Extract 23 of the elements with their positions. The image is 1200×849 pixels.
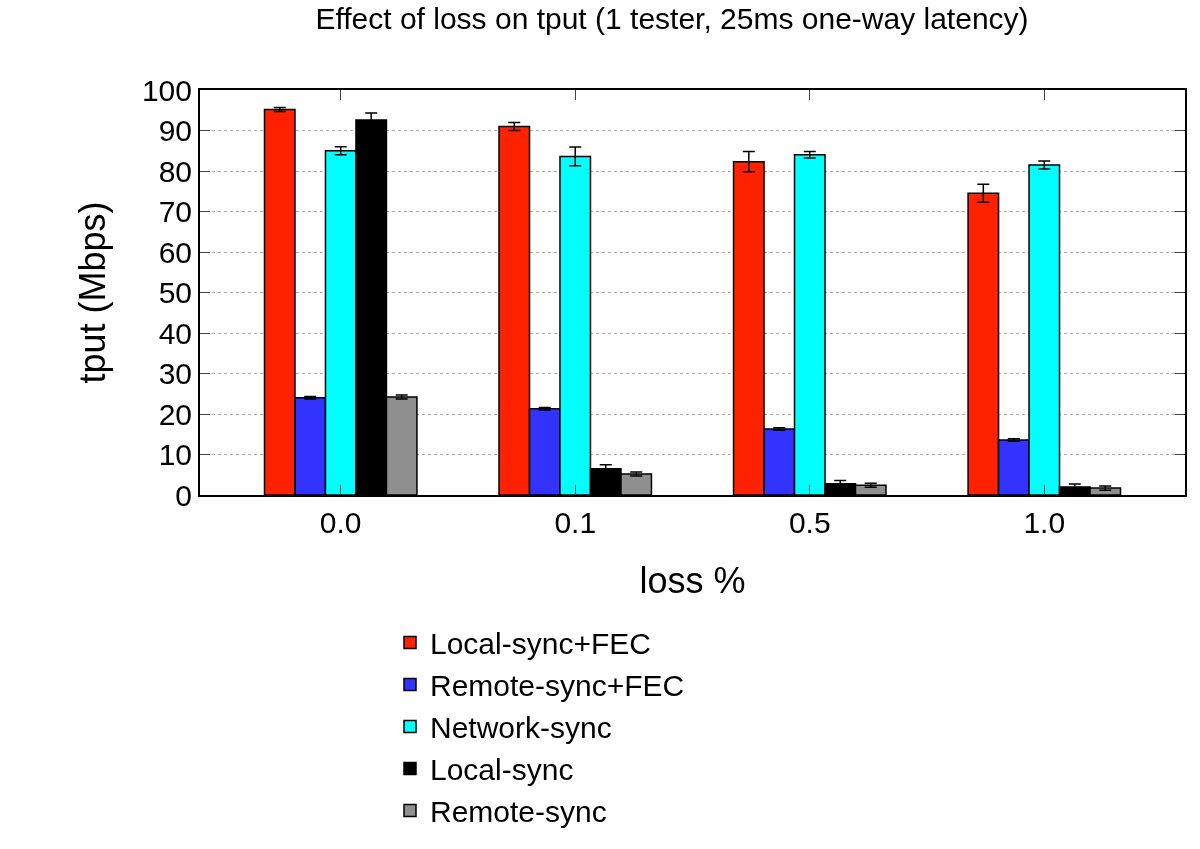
y-axis-title: tput (Mbps) [72, 201, 114, 384]
y-tick-label: 80 [158, 154, 192, 188]
y-tick-label: 90 [158, 114, 192, 147]
y-tick-label: 0 [175, 478, 192, 512]
x-tick-label: 0.0 [319, 506, 362, 539]
legend-label: Local-sync+FEC [430, 627, 651, 661]
y-tick-label: 50 [158, 276, 192, 309]
legend-label: Remote-sync+FEC [430, 669, 685, 703]
y-tick-label: 40 [158, 316, 192, 350]
legend-label: Local-sync [430, 753, 574, 787]
x-tick-label: 0.1 [554, 506, 597, 539]
legend-label: Network-sync [430, 711, 612, 745]
legend-label: Remote-sync [430, 795, 607, 829]
y-tick-label: 30 [158, 357, 192, 390]
y-tick-label: 10 [158, 438, 192, 471]
x-tick-label: 1.0 [1023, 506, 1066, 539]
y-tick-label: 20 [158, 397, 192, 431]
x-axis-title: loss % [639, 560, 746, 602]
x-tick-label: 0.5 [788, 506, 831, 539]
chart-title: Effect of loss on tput (1 tester, 25ms one-way latency) [315, 2, 1029, 36]
y-tick-label: 70 [158, 195, 192, 228]
y-tick-label: 60 [158, 235, 192, 269]
y-tick-label: 100 [141, 73, 192, 107]
